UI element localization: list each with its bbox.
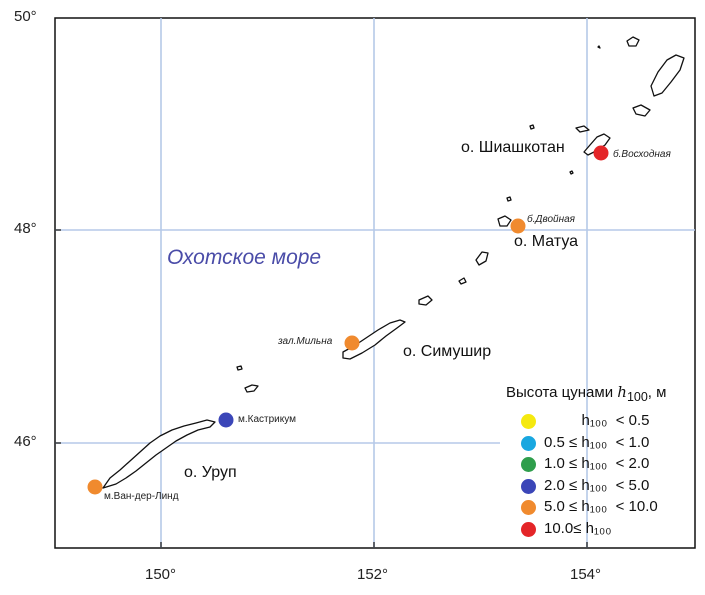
site-label-voskhodnaya: б.Восходная <box>613 149 671 160</box>
lat-tick-46: 46° <box>14 433 37 450</box>
lon-tick-150: 150° <box>145 566 177 583</box>
lat-tick-50: 50° <box>14 8 37 25</box>
island-label-matua: о. Матуа <box>514 233 579 250</box>
legend-title: Высота цунами h100, м <box>506 383 700 404</box>
coast-isle-9 <box>632 104 651 117</box>
legend-item: h₁₀₀ < 0.5 <box>500 411 700 433</box>
legend-item: 5.0 ≤ h₁₀₀ < 10.0 <box>500 497 700 519</box>
coast-isle-8 <box>575 125 590 133</box>
coast-onekotan <box>650 54 685 97</box>
site-marker-dvoynaya[interactable] <box>510 218 526 234</box>
graticule <box>55 18 695 548</box>
lon-tick-152: 152° <box>357 566 389 583</box>
site-label-kastrikum: м.Кастрикум <box>238 414 297 425</box>
legend-item: 0.5 ≤ h₁₀₀ < 1.0 <box>500 433 700 455</box>
island-label-shiashkotan: о. Шиашкотан <box>461 139 565 156</box>
coast-isle-10 <box>626 36 640 47</box>
legend-title-suffix: , м <box>647 384 667 401</box>
legend-dot <box>521 478 536 494</box>
legend-title-var: h <box>617 383 627 401</box>
site-label-dvoynaya: б.Двойная <box>527 214 575 225</box>
coast-isle-5 <box>475 251 489 266</box>
site-label-van-der-lind: м.Ван-дер-Линд <box>104 491 179 502</box>
sea-label: Охотское море <box>167 246 322 269</box>
coast-isle-11 <box>569 170 574 175</box>
coast-isle-1 <box>244 384 259 393</box>
site-marker-van-der-lind[interactable] <box>87 479 103 495</box>
coastlines <box>102 36 685 489</box>
legend-dot <box>521 457 536 472</box>
legend-dot <box>521 521 536 537</box>
site-label-milna: зал.Мильна <box>278 336 333 347</box>
axis-ticks <box>55 229 588 548</box>
legend-item-label: 0.5 ≤ h₁₀₀ < 1.0 <box>544 433 650 451</box>
legend-dot <box>521 435 536 451</box>
legend-dot <box>521 500 536 515</box>
site-marker-milna[interactable] <box>344 335 360 351</box>
legend-item-label: 2.0 ≤ h₁₀₀ < 5.0 <box>544 476 650 494</box>
legend: Высота цунами h100, м h₁₀₀ < 0.5 0.5 ≤ h… <box>500 383 700 540</box>
legend-dot <box>521 414 536 429</box>
legend-item: 10.0≤ h₁₀₀ <box>500 519 700 541</box>
coast-isle-4 <box>458 277 467 285</box>
coast-isle-7 <box>529 124 535 130</box>
coast-urup <box>102 419 216 489</box>
coast-isle-2 <box>236 365 243 371</box>
lat-tick-48: 48° <box>14 220 37 237</box>
legend-item: 1.0 ≤ h₁₀₀ < 2.0 <box>500 454 700 476</box>
map-frame <box>54 17 696 549</box>
coast-isle-6 <box>506 196 512 202</box>
coast-isle-3 <box>418 295 433 306</box>
lon-tick-154: 154° <box>570 566 602 583</box>
coast-matua <box>497 215 512 227</box>
legend-item-label: 10.0≤ h₁₀₀ <box>544 519 612 537</box>
site-marker-kastrikum[interactable] <box>218 412 234 428</box>
legend-item-label: 5.0 ≤ h₁₀₀ < 10.0 <box>544 498 658 515</box>
tsunami-sites <box>87 145 609 495</box>
site-marker-voskhodnaya[interactable] <box>593 145 609 161</box>
legend-item: 2.0 ≤ h₁₀₀ < 5.0 <box>500 476 700 498</box>
island-label-urup: о. Уруп <box>184 464 237 481</box>
coast-simushir <box>342 319 406 360</box>
legend-title-sub: 100 <box>626 390 648 404</box>
coast-isle-12 <box>597 45 601 49</box>
legend-item-label: 1.0 ≤ h₁₀₀ < 2.0 <box>544 455 650 472</box>
legend-item-label: h₁₀₀ < 0.5 <box>544 412 650 429</box>
coast-shiashkotan <box>583 133 611 156</box>
island-label-simushir: о. Симушир <box>403 343 492 360</box>
legend-title-prefix: Высота цунами <box>506 384 618 401</box>
